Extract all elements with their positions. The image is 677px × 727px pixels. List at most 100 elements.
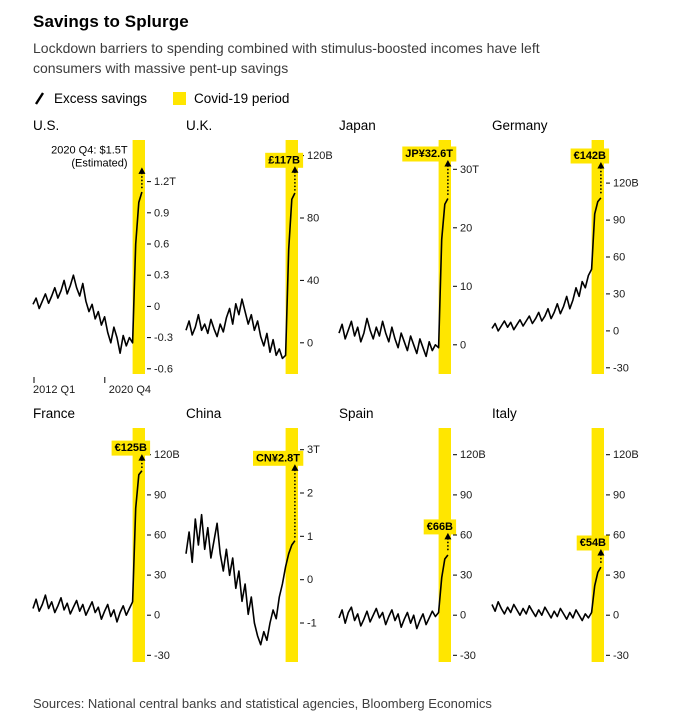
italy-plot: 120B 90 60 30 0 -30 €54B [491,428,639,663]
x-tick-label-end: 2020 Q4 [109,384,151,396]
legend-item-covid-period: Covid-19 period [173,91,289,106]
annotation-highlight [402,146,457,162]
annotation-label: JP¥32.6T [405,148,453,160]
y-tick-label: 0 [154,610,160,622]
y-tick-label: 0 [460,339,466,351]
germany-plot: 120B 90 60 30 0 -30 €142B [491,140,639,375]
us-plot: 1.2T 0.9 0.6 0.3 0 -0.3 -0.6 2020 Q4: $1.5T(Est… [32,140,176,396]
y-tick-label: 30 [460,570,472,582]
arrowhead-icon [444,533,452,540]
chart-title-uk: U.K. [186,118,213,134]
y-tick-label: 90 [460,490,472,502]
annotation-highlight [570,148,610,164]
annotation-highlight [265,152,304,168]
annotation-highlight [111,440,151,456]
y-tick-label: 30 [613,289,625,301]
annotation-label: €54B [580,537,606,549]
covid-band [132,428,145,663]
y-tick-label: 60 [613,252,625,264]
page-subtitle: Lockdown barriers to spending combined w… [33,40,540,76]
spain-plot: 120B 90 60 30 0 -30 €66B [338,428,486,663]
y-tick-label: 60 [154,530,166,542]
series-line [491,566,602,622]
y-tick-label: 0.3 [154,270,169,282]
arrowhead-icon [444,160,452,167]
chart-us: U.S. 1.2T 0.9 0.6 0.3 0 -0.3 -0.6 2020 Q4: $1.5… [32,118,186,396]
japan-plot: 30T 20 10 0 JP¥32.6T [338,140,479,375]
series-line [338,554,449,630]
y-tick-label: -30 [460,650,476,662]
y-tick-label: 30T [460,164,479,176]
arrowhead-icon [138,454,146,461]
y-tick-label: -0.6 [154,363,173,375]
y-tick-label: -30 [154,650,170,662]
legend-label-covid-period: Covid-19 period [194,91,290,107]
annotation-label: (Estimated) [71,158,127,170]
france-plot: 120B 90 60 30 0 -30 €125B [32,428,180,663]
y-tick-label: 0 [613,610,619,622]
annotation-label: €125B [115,442,147,454]
y-tick-label: 0.6 [154,239,169,251]
y-tick-label: -30 [613,362,629,374]
arrowhead-icon [291,464,299,471]
y-tick-label: 3T [307,444,320,456]
y-tick-label: 1.2T [154,176,176,188]
chart-spain: Spain 120B 90 60 30 0 -30 €66B [338,406,492,682]
y-tick-label: 0 [307,337,313,349]
y-tick-label: 0 [613,326,619,338]
series-line [491,197,602,332]
y-tick-label: 90 [613,490,625,502]
chart-title-germany: Germany [492,118,548,134]
china-plot: 3T 2 1 0 -1 CN¥2.8T [185,428,320,663]
annotation-highlight [576,535,610,551]
arrowhead-icon [597,162,605,169]
arrowhead-icon [138,167,146,175]
annotation-label: 2020 Q4: $1.5T [51,145,128,157]
y-tick-label: 120B [613,449,639,461]
annotation-highlight [253,450,304,466]
chart-germany: Germany 120B 90 60 30 0 -30 €142B [491,118,645,394]
y-tick-label: 120B [460,449,486,461]
small-multiples-grid: U.S. 1.2T 0.9 0.6 0.3 0 -0.3 -0.6 2020 Q4: $1.5… [0,118,677,682]
x-tick-label-start: 2012 Q1 [33,384,75,396]
y-tick-label: 90 [154,490,166,502]
chart-title-china: China [186,406,222,422]
y-tick-label: 0 [307,574,313,586]
chart-title-japan: Japan [339,118,376,134]
excess-savings-line-icon [34,92,45,105]
chart-china: China 3T 2 1 0 -1 CN¥2.8T [185,406,339,682]
y-tick-label: -0.3 [154,332,173,344]
chart-japan: Japan 30T 20 10 0 JP¥32.6T [338,118,492,394]
uk-plot: 120B 80 40 0 £117B [185,140,333,375]
y-tick-label: 40 [307,275,319,287]
covid-band [591,140,604,375]
chart-title-spain: Spain [339,406,374,422]
y-tick-label: 80 [307,213,319,225]
covid-period-swatch-icon [173,92,187,106]
y-tick-label: 90 [613,215,625,227]
y-tick-label: -1 [307,618,317,630]
y-tick-label: 120B [613,178,639,190]
y-tick-label: 10 [460,281,472,293]
page-title: Savings to Splurge [33,12,189,31]
annotation-label: €142B [574,150,606,162]
annotation-highlight [423,519,457,535]
y-tick-label: 120B [307,150,333,162]
chart-title-us: U.S. [33,118,60,134]
series-line [338,198,449,358]
y-tick-label: 30 [613,570,625,582]
y-tick-label: 2 [307,488,313,500]
legend-label-excess-savings: Excess savings [54,91,148,107]
annotation-label: CN¥2.8T [256,452,300,464]
y-tick-label: 60 [613,530,625,542]
series-line [32,191,143,355]
y-tick-label: 20 [460,222,472,234]
y-tick-label: -30 [613,650,629,662]
source-note: Sources: National central banks and stat… [33,696,492,712]
legend-item-excess-savings: Excess savings [33,91,147,106]
legend: Excess savings Covid-19 period [33,91,645,106]
y-tick-label: 0 [154,301,160,313]
covid-band [285,140,298,375]
covid-band [132,140,145,375]
